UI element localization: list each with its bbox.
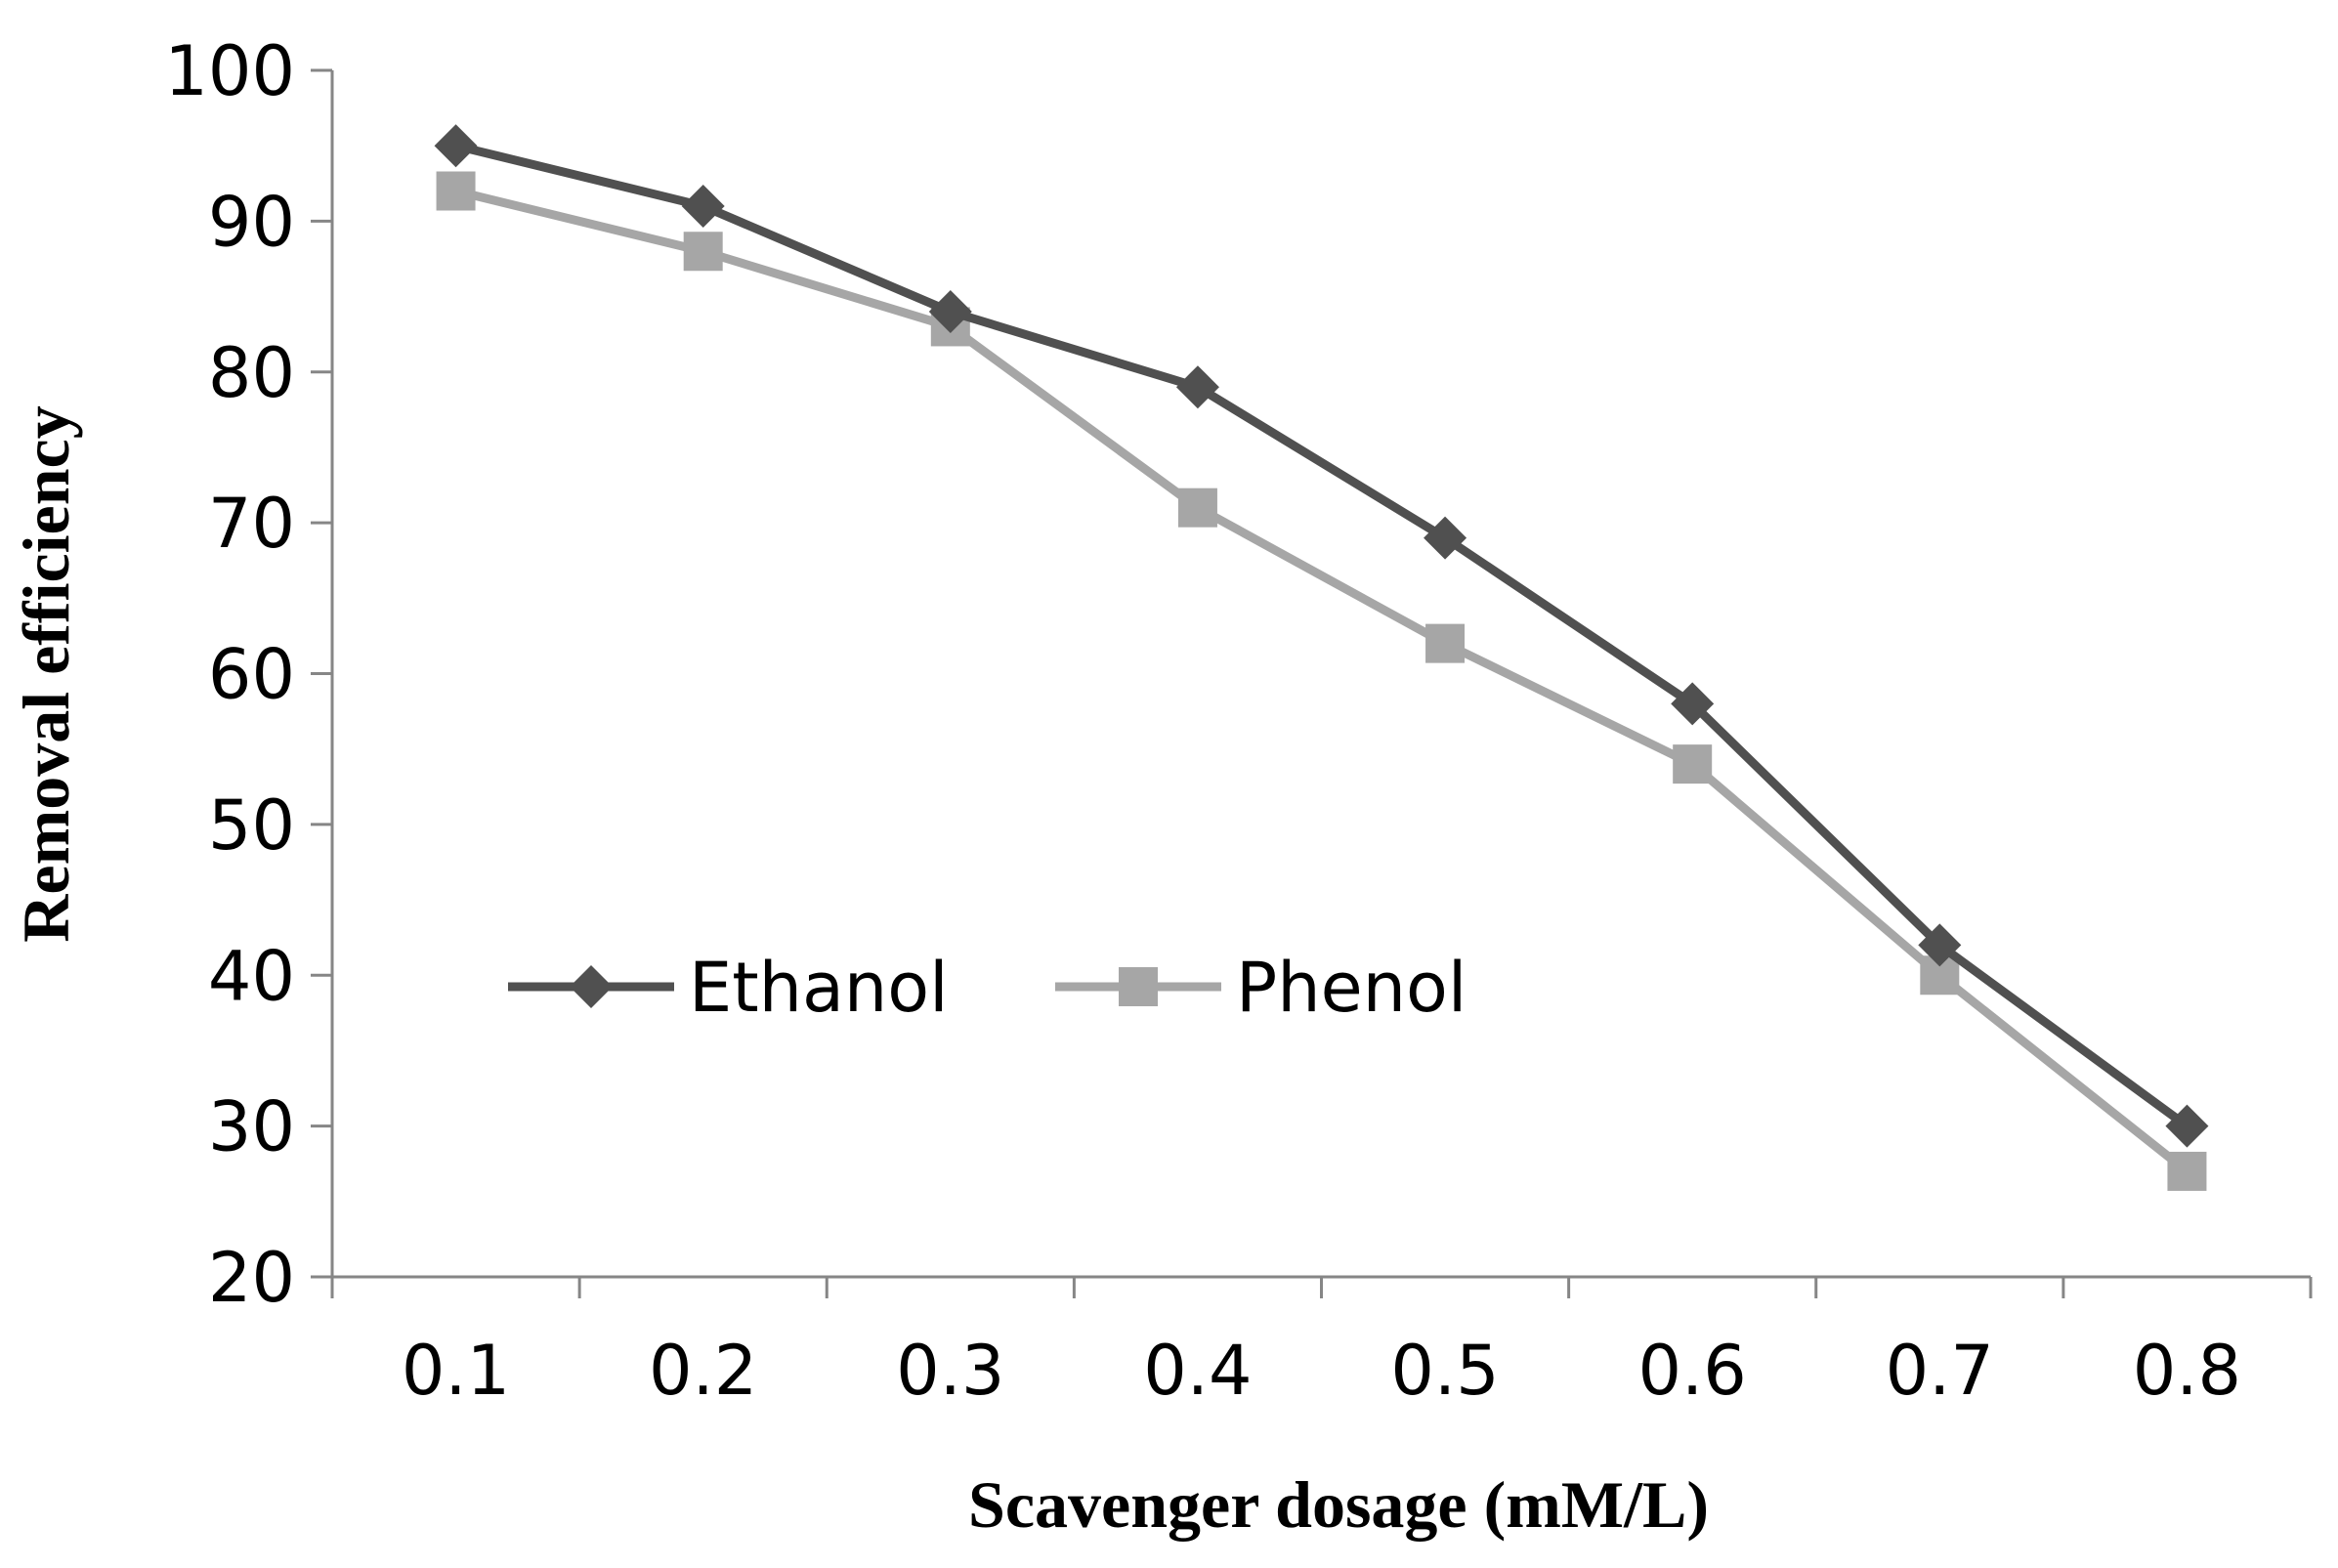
data-point xyxy=(681,184,725,228)
data-point xyxy=(1673,744,1713,784)
data-point xyxy=(436,171,476,211)
x-tick-label: 0.2 xyxy=(649,1331,757,1411)
data-point xyxy=(1424,516,1467,560)
series-phenol xyxy=(436,171,2207,1191)
legend-label: Phenol xyxy=(1236,948,1467,1028)
legend-label: Ethanol xyxy=(689,948,949,1028)
x-tick-label: 0.3 xyxy=(896,1331,1004,1411)
series-ethanol xyxy=(434,124,2209,1148)
y-tick-label: 20 xyxy=(208,1238,295,1318)
x-axis-title: Scavenger dosage (mM/L) xyxy=(968,1467,1709,1542)
data-point xyxy=(2167,1151,2207,1191)
legend-marker xyxy=(570,965,613,1008)
x-tick-label: 0.1 xyxy=(402,1331,510,1411)
data-point xyxy=(2165,1104,2209,1148)
data-point xyxy=(683,232,723,272)
data-point xyxy=(928,290,972,333)
y-tick-label: 70 xyxy=(208,484,295,564)
y-tick-label: 60 xyxy=(208,635,295,715)
y-tick-label: 40 xyxy=(208,936,295,1016)
data-point xyxy=(1671,682,1715,726)
legend: Ethanol Phenol xyxy=(508,948,1467,1028)
series-line xyxy=(454,187,2190,1175)
y-tick-label: 90 xyxy=(208,182,295,262)
legend-item-ethanol: Ethanol xyxy=(508,948,949,1028)
x-tick-label: 0.8 xyxy=(2133,1331,2241,1411)
axes: 20 30 40 50 60 70 80 90 100 0.1 0.2 0.3 0.4 0.5 0.6 0.7… xyxy=(164,31,2313,1411)
y-axis-title: Removal efficiency xyxy=(9,405,83,942)
y-tick-label: 30 xyxy=(208,1087,295,1167)
x-tick-label: 0.7 xyxy=(1886,1331,1994,1411)
data-point xyxy=(1425,623,1466,663)
data-point xyxy=(1918,923,1962,967)
series-layer xyxy=(434,124,2209,1191)
series-line xyxy=(454,141,2190,1130)
y-tick-label: 100 xyxy=(164,31,295,111)
x-tick-label: 0.5 xyxy=(1390,1331,1499,1411)
data-point xyxy=(1177,487,1217,528)
x-tick-label: 0.6 xyxy=(1638,1331,1747,1411)
y-tick-label: 80 xyxy=(208,333,295,413)
legend-item-phenol: Phenol xyxy=(1055,948,1467,1028)
data-point xyxy=(1175,365,1219,409)
x-tick-label: 0.4 xyxy=(1143,1331,1252,1411)
y-tick-label: 50 xyxy=(208,785,295,866)
legend-marker xyxy=(1119,967,1158,1006)
data-point xyxy=(434,124,478,168)
